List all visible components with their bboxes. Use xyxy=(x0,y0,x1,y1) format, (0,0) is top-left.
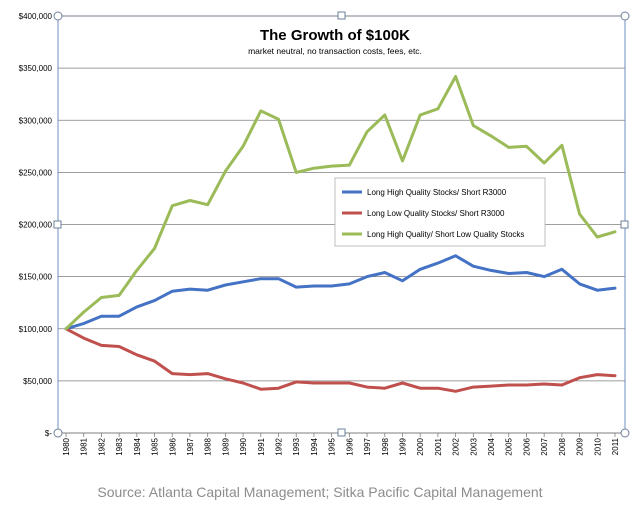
x-tick-label: 1986 xyxy=(168,437,177,455)
y-axis-tick-labels: $- $50,000 $100,000 $150,000 $200,000 $250,00… xyxy=(19,12,53,438)
handle-circle-bottom-right[interactable] xyxy=(620,428,630,438)
x-tick-label: 2005 xyxy=(505,437,514,455)
handle-square-left[interactable] xyxy=(53,220,62,229)
x-tick-label: 1985 xyxy=(151,437,160,455)
x-tick-label: 2003 xyxy=(469,437,478,455)
x-tick-label: 1983 xyxy=(115,437,124,455)
selection-handles xyxy=(53,11,630,438)
series-lines xyxy=(64,75,617,393)
x-tick-label: 1999 xyxy=(398,437,407,455)
y-tick-label: $100,000 xyxy=(19,325,53,334)
source-caption: Source: Atlanta Capital Management; Sitk… xyxy=(97,484,543,500)
x-tick-label: 2008 xyxy=(558,437,567,455)
x-tick-label: 1992 xyxy=(275,437,284,455)
y-tick-label: $350,000 xyxy=(19,64,53,73)
x-tick-label: 1998 xyxy=(381,437,390,455)
legend-label: Long High Quality Stocks/ Short R3000 xyxy=(367,188,507,197)
handle-square-right[interactable] xyxy=(620,220,629,229)
y-tick-label: $150,000 xyxy=(19,273,53,282)
x-tick-label: 1994 xyxy=(310,437,319,455)
chart-title: The Growth of $100K xyxy=(260,27,410,44)
y-tick-label: $50,000 xyxy=(23,377,52,386)
x-tick-label: 1987 xyxy=(186,437,195,455)
x-tick-label: 1997 xyxy=(363,437,372,455)
x-tick-label: 2004 xyxy=(487,437,496,455)
chart-subtitle: market neutral, no transaction costs, fe… xyxy=(248,46,422,56)
y-tick-label: $300,000 xyxy=(19,116,53,125)
x-tick-label: 1993 xyxy=(292,437,301,455)
x-tick-label: 1989 xyxy=(221,437,230,455)
x-tick-label: 1991 xyxy=(257,437,266,455)
x-tick-label: 2001 xyxy=(434,437,443,455)
handle-circle-top-right[interactable] xyxy=(620,11,630,21)
x-axis-tick-labels: 1980 1981 1982 1983 1984 1985 1986 1987 1988 1989… xyxy=(62,433,620,456)
x-tick-label: 1996 xyxy=(345,437,354,455)
legend-label: Long Low Quality Stocks/ Short R3000 xyxy=(367,209,505,218)
x-tick-label: 1982 xyxy=(97,437,106,455)
x-tick-label: 2011 xyxy=(611,437,620,455)
handle-square-bottom[interactable] xyxy=(337,428,346,437)
y-tick-label: $250,000 xyxy=(19,168,53,177)
x-tick-label: 1988 xyxy=(204,437,213,455)
x-tick-label: 2002 xyxy=(452,437,461,455)
legend-box xyxy=(334,177,546,247)
handle-circle-bottom-left[interactable] xyxy=(53,428,63,438)
x-tick-label: 1995 xyxy=(328,437,337,455)
handle-square-top[interactable] xyxy=(337,11,346,20)
x-tick-label: 2006 xyxy=(522,437,531,455)
legend-label: Long High Quality/ Short Low Quality Sto… xyxy=(367,230,524,239)
x-tick-label: 2007 xyxy=(540,437,549,455)
handle-circle-top-left[interactable] xyxy=(53,11,63,21)
x-tick-label: 2010 xyxy=(593,437,602,455)
x-tick-label: 2009 xyxy=(576,437,585,455)
series-line-3 xyxy=(64,75,617,331)
y-tick-label: $- xyxy=(45,429,52,438)
series-line-1 xyxy=(64,254,617,331)
x-tick-label: 1981 xyxy=(80,437,89,455)
growth-chart: $- $50,000 $100,000 $150,000 $200,000 $250,00… xyxy=(19,11,630,456)
x-tick-label: 1980 xyxy=(62,437,71,455)
legend: Long High Quality Stocks/ Short R3000 Lon… xyxy=(334,177,546,247)
x-tick-label: 2000 xyxy=(416,437,425,455)
x-tick-label: 1984 xyxy=(133,437,142,455)
series-line-2 xyxy=(64,327,617,393)
y-tick-label: $200,000 xyxy=(19,221,53,230)
x-tick-label: 1990 xyxy=(239,437,248,455)
y-tick-label: $400,000 xyxy=(19,12,53,21)
